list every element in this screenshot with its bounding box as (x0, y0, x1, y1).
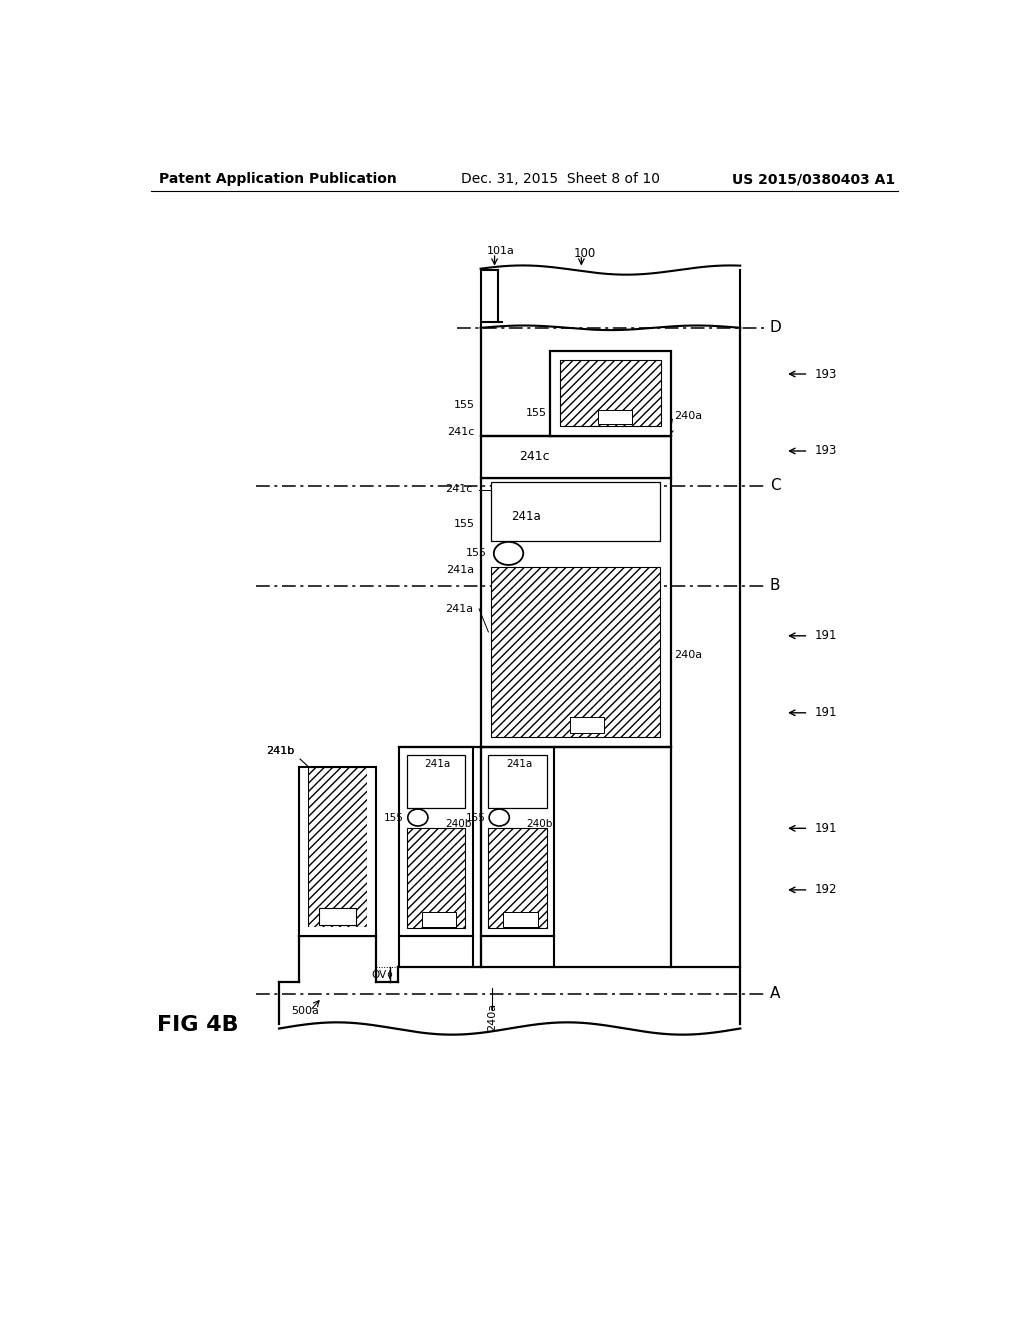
Bar (367, 767, 376, 936)
Text: A: A (770, 986, 780, 1002)
Text: 165a: 165a (602, 412, 628, 422)
Bar (560, 360, 662, 426)
Text: 155: 155 (454, 519, 474, 529)
Bar (299, 767, 308, 936)
Text: OV: OV (372, 970, 387, 979)
Text: 193: 193 (815, 445, 837, 458)
Text: 240a: 240a (675, 649, 702, 660)
Text: 155: 155 (465, 813, 485, 822)
Text: 241c: 241c (445, 484, 473, 495)
Bar (299, 927, 376, 936)
Bar (480, 436, 671, 478)
Bar (422, 912, 457, 927)
Bar (492, 568, 659, 737)
Text: 165a: 165a (574, 721, 600, 730)
Bar (308, 767, 367, 927)
Bar (407, 829, 465, 928)
Text: 240a: 240a (486, 1003, 497, 1031)
Text: 241a: 241a (425, 759, 451, 770)
Text: 500a: 500a (291, 1006, 318, 1016)
Text: 241a: 241a (444, 603, 473, 614)
Text: 192: 192 (815, 883, 838, 896)
Text: 240b: 240b (445, 820, 471, 829)
Ellipse shape (494, 543, 523, 565)
Text: 193: 193 (815, 367, 837, 380)
Text: US 2015/0380403 A1: US 2015/0380403 A1 (732, 172, 895, 186)
Text: 191: 191 (815, 822, 838, 834)
Bar (318, 908, 356, 925)
Bar (570, 718, 604, 733)
Text: 241c: 241c (519, 450, 550, 463)
Text: 241c: 241c (447, 426, 474, 437)
Text: B: B (770, 578, 780, 593)
Bar (399, 747, 473, 936)
Text: 100: 100 (573, 247, 596, 260)
Text: 155: 155 (384, 813, 403, 822)
Text: 101a: 101a (486, 246, 515, 256)
Bar (550, 351, 671, 436)
Text: 165b: 165b (324, 912, 350, 921)
Bar (492, 482, 659, 541)
Text: 241a: 241a (512, 510, 542, 523)
Bar (504, 912, 538, 927)
Text: 241b: 241b (266, 746, 295, 756)
Ellipse shape (408, 809, 428, 826)
Bar (299, 767, 376, 936)
Text: 191: 191 (815, 706, 838, 719)
Text: 240a: 240a (675, 412, 702, 421)
Text: 241a: 241a (506, 759, 532, 770)
Bar (407, 755, 465, 808)
Text: Patent Application Publication: Patent Application Publication (159, 172, 396, 186)
Text: 165a: 165a (508, 915, 532, 924)
Text: 155: 155 (466, 548, 486, 558)
Text: 155: 155 (525, 408, 547, 417)
Text: 165a: 165a (427, 915, 452, 924)
Text: 241a: 241a (446, 565, 474, 576)
Bar (598, 411, 632, 424)
Text: 241b: 241b (266, 746, 295, 756)
Bar (480, 478, 671, 747)
Bar (480, 747, 554, 936)
Text: Dec. 31, 2015  Sheet 8 of 10: Dec. 31, 2015 Sheet 8 of 10 (461, 172, 660, 186)
Bar (488, 755, 547, 808)
Text: C: C (770, 478, 780, 494)
Text: FIG 4B: FIG 4B (157, 1015, 239, 1035)
Ellipse shape (489, 809, 509, 826)
Text: 191: 191 (815, 630, 838, 643)
Text: 240b: 240b (526, 820, 553, 829)
Text: 155: 155 (454, 400, 474, 409)
Text: D: D (770, 321, 781, 335)
Bar (488, 829, 547, 928)
